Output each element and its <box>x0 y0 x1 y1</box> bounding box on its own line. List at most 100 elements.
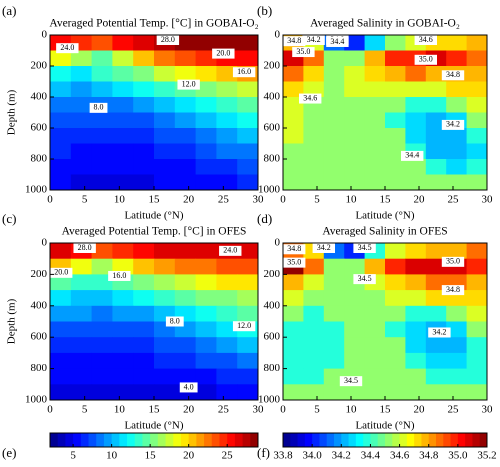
contour-label-box <box>414 54 437 65</box>
heatmap-cell <box>70 368 93 385</box>
heatmap-cell <box>195 174 217 191</box>
heatmap-cell <box>446 97 468 113</box>
heatmap-cell <box>133 305 155 322</box>
x-axis-label: Latitude (°N) <box>355 210 414 222</box>
x-tick-label: 25 <box>218 404 230 416</box>
contour-label: 35.0 <box>296 47 310 56</box>
colorbar-swatch <box>227 433 236 447</box>
colorbar-tick-label: 10 <box>106 450 118 462</box>
panel-title: Averaged Potential Temp. [°C] in GOBAI-O… <box>49 18 258 30</box>
heatmap-cell <box>405 290 427 307</box>
heatmap-cell <box>385 352 406 370</box>
colorbar-swatch <box>348 433 357 447</box>
heatmap-cell <box>446 243 468 260</box>
panel-letter: (b) <box>257 3 272 18</box>
heatmap-cell <box>154 174 176 191</box>
x-tick-label: 25 <box>218 194 230 206</box>
heatmap-cell <box>446 305 468 322</box>
heatmap-cell <box>70 159 93 175</box>
heatmap-cell <box>323 305 345 322</box>
x-tick-label: 10 <box>346 404 358 416</box>
x-tick-label: 30 <box>482 194 494 206</box>
heatmap-cell <box>91 337 113 354</box>
heatmap-cell <box>425 258 447 275</box>
heatmap-cell <box>133 274 155 291</box>
contour-label-box <box>326 36 349 47</box>
heatmap-cell <box>154 143 176 160</box>
colorbar-swatch <box>127 433 136 447</box>
heatmap-cell <box>344 352 366 370</box>
heatmap-cell <box>364 159 386 175</box>
heatmap-cell <box>195 274 217 291</box>
heatmap-cell <box>154 81 176 98</box>
colorbar-swatch <box>297 433 306 447</box>
heatmap-cell <box>112 143 134 160</box>
y-tick-label: 800 <box>264 362 281 374</box>
heatmap-cell <box>466 128 488 144</box>
heatmap-cell <box>303 274 325 291</box>
heatmap-cell <box>112 243 134 260</box>
contour-label-box <box>441 119 465 130</box>
heatmap-cell <box>112 321 134 338</box>
heatmap-cell <box>50 321 72 338</box>
heatmap-cell <box>323 274 345 291</box>
x-tick-label: 5 <box>82 404 88 416</box>
heatmap-cell <box>466 352 488 370</box>
heatmap-cell <box>154 97 176 113</box>
colorbar-swatch <box>234 433 244 447</box>
heatmap-cell <box>195 243 217 260</box>
heatmap-cell <box>195 159 217 175</box>
contour-label: 34.8 <box>287 36 301 45</box>
x-tick-label: 5 <box>314 194 320 206</box>
heatmap-cell <box>385 321 406 338</box>
heatmap-cell <box>195 290 217 307</box>
colorbar-swatch <box>211 433 220 447</box>
heatmap-cell <box>283 159 304 175</box>
heatmap-cell <box>70 66 93 82</box>
colorbar-swatch <box>363 433 371 447</box>
heatmap-cell <box>50 368 72 385</box>
heatmap-cell <box>91 159 113 175</box>
heatmap-cell <box>237 97 259 113</box>
heatmap-cell <box>154 274 176 291</box>
heatmap-cell <box>405 66 427 82</box>
heatmap-cell <box>154 112 176 129</box>
heatmap-cell <box>91 35 113 51</box>
contour-label-box <box>283 257 306 268</box>
contour-label-box <box>353 274 376 285</box>
y-tick-label: 400 <box>31 91 48 103</box>
heatmap-cell <box>425 97 447 113</box>
x-tick-label: 0 <box>280 194 286 206</box>
contour-label-box <box>441 285 465 296</box>
contour-label: 20.0 <box>54 268 68 277</box>
contour-label-box <box>441 256 465 267</box>
heatmap-cell <box>446 81 468 98</box>
heatmap-cell <box>50 97 72 113</box>
heatmap-cell <box>174 258 197 275</box>
contour-label-box <box>56 43 79 54</box>
heatmap-cell <box>344 66 366 82</box>
heatmap-cell <box>323 112 345 129</box>
heatmap-cell <box>344 290 366 307</box>
colorbar-swatch <box>377 433 386 447</box>
heatmap-cell <box>154 258 176 275</box>
contour-label: 28.0 <box>161 35 175 44</box>
heatmap-cell <box>216 337 238 354</box>
heatmap-cell <box>216 112 238 129</box>
heatmap-cell <box>50 352 72 370</box>
heatmap-cell <box>283 81 304 98</box>
heatmap-cell <box>154 243 176 260</box>
y-tick-label: 200 <box>264 60 281 72</box>
heatmap-cell <box>195 321 217 338</box>
colorbar-swatch <box>334 433 342 447</box>
heatmap-cell <box>91 50 113 67</box>
heatmap-cell <box>425 368 447 385</box>
x-tick-label: 10 <box>114 404 126 416</box>
colorbar-swatch <box>457 433 466 447</box>
heatmap-cell <box>323 258 345 275</box>
contour-label: 4.0 <box>184 382 194 391</box>
contour-label-box <box>89 102 108 113</box>
contour-label: 20.0 <box>216 48 230 57</box>
contour-label: 34.8 <box>287 244 301 253</box>
heatmap-cell <box>323 368 345 385</box>
